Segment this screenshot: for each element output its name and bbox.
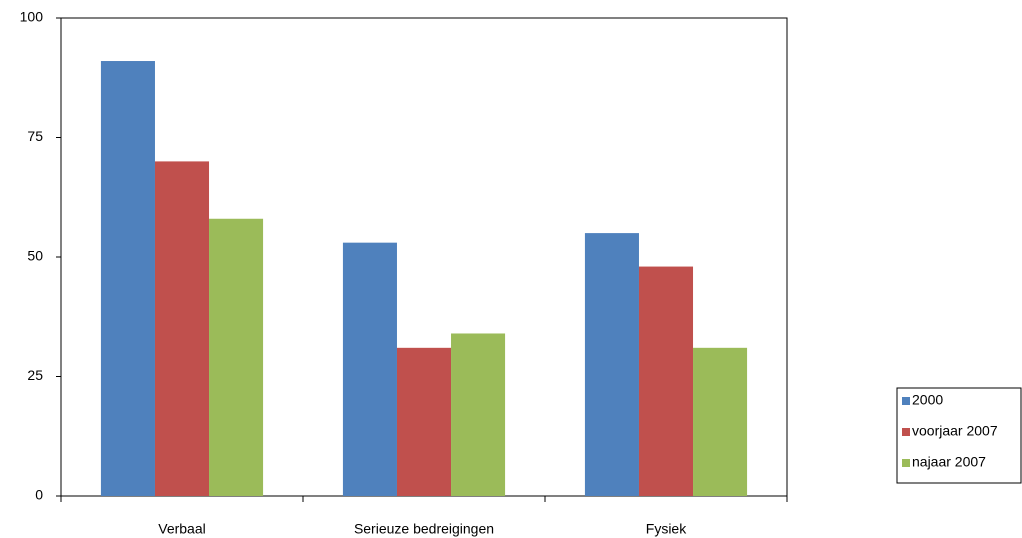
bar [693, 347, 748, 496]
legend-label: najaar 2007 [912, 454, 986, 470]
y-tick-label: 100 [20, 9, 44, 25]
bar [638, 266, 694, 496]
y-tick-label: 75 [27, 128, 43, 144]
legend-swatch [902, 428, 910, 436]
x-tick-label: Serieuze bedreigingen [354, 521, 494, 537]
y-tick-label: 0 [35, 487, 43, 503]
y-tick-label: 50 [27, 248, 43, 264]
bar [584, 233, 639, 496]
y-tick-label: 25 [27, 367, 43, 383]
legend [896, 387, 1022, 484]
bar [396, 347, 452, 496]
x-tick-label: Fysiek [646, 521, 687, 537]
legend-swatch [902, 459, 910, 467]
bar [100, 61, 155, 497]
bar [209, 218, 264, 496]
bar [154, 161, 210, 496]
legend-label: 2000 [912, 392, 943, 408]
legend-label: voorjaar 2007 [912, 423, 998, 439]
x-tick-label: Verbaal [158, 521, 205, 537]
legend-swatch [902, 397, 910, 405]
bar [451, 333, 506, 496]
bar [342, 242, 397, 496]
